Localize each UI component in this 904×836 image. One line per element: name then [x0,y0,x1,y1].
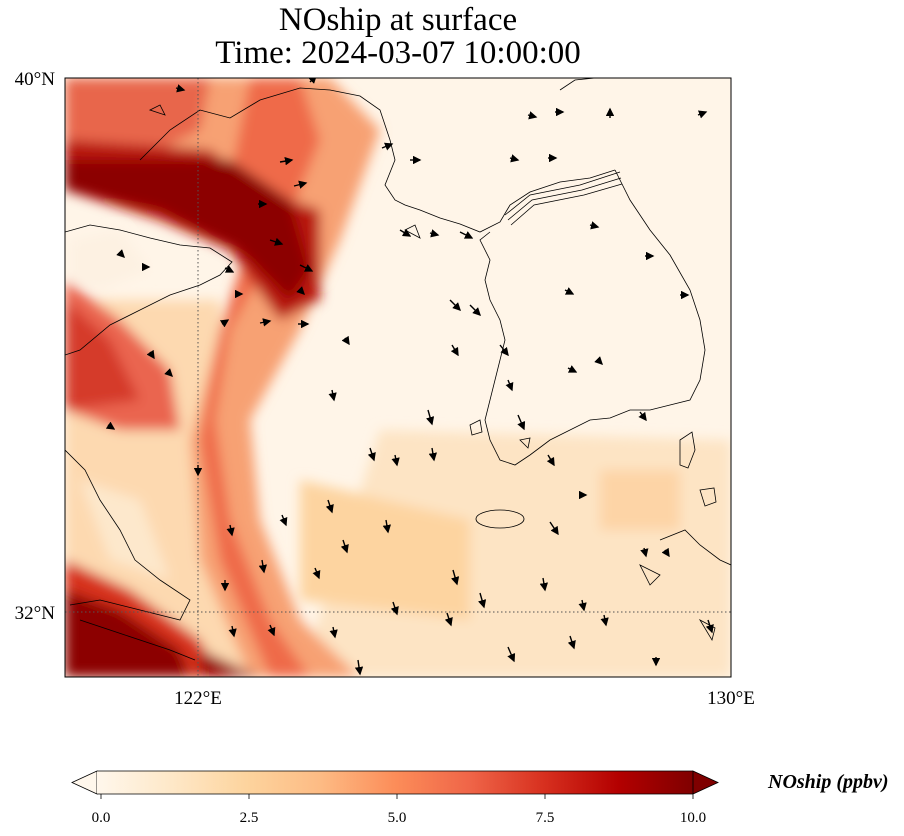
wind-vector-arrow [299,264,314,272]
wind-vector-arrow [226,524,235,537]
wind-vector-arrow [269,237,284,246]
wind-vector-arrow [328,389,337,402]
wind-vector-arrow [600,614,609,627]
colorbar-label: NOship (ppbv) [768,771,889,793]
concentration-field [65,78,731,677]
lat-label-40: 40°N [15,69,56,90]
wind-vector-arrow [228,625,237,638]
wind-vector-arrow [296,286,305,295]
wind-vector-arrow [567,365,578,373]
wind-vector-arrow [279,157,294,166]
map-frame [64,77,732,678]
wind-vector-arrow [224,265,235,273]
wind-vector-arrow [661,547,670,558]
lat-label-32: 32°N [15,603,56,624]
wind-vector-arrow [638,411,647,422]
wind-vector-arrow [308,78,317,84]
wind-vector-arrow [426,409,435,426]
wind-vector-arrow [354,659,364,676]
wind-vector-arrow [517,414,526,431]
colorbar-min-extend [71,770,98,795]
wind-vector-arrow [478,592,487,609]
title-line-2: Time: 2024-03-07 10:00:00 [215,35,581,71]
wind-vector-arrow [279,514,288,527]
axis-labels: 40°N 32°N 122°E 130°E [15,69,755,709]
colorbar-tick-labels: 0.0 2.5 5.0 7.5 10.0 [92,810,707,826]
colorbar-tick-3: 7.5 [536,810,555,826]
wind-vector-arrow [527,111,538,120]
wind-vector-arrow [146,349,155,360]
wind-vector-arrow [578,599,587,612]
wind-vector-arrow [391,454,400,467]
wind-vector-arrow [444,612,453,627]
wind-vector-arrow [390,601,399,616]
wind-vector-arrow [164,368,173,377]
wind-vector-arrow [567,635,576,650]
colorbar-tick-1: 2.5 [240,810,259,826]
wind-vector-arrow [564,287,575,295]
wind-vector-arrow [105,421,116,430]
wind-vector-arrow [449,299,461,311]
wind-vector-arrow [258,559,267,574]
wind-vector-arrow [175,84,186,93]
colorbar-ticks [100,794,694,799]
wind-vector-arrow [382,519,391,534]
wind-vectors [105,78,714,676]
colorbar-tick-0: 0.0 [92,810,111,826]
lon-label-130: 130°E [707,688,755,709]
wind-vector-arrow [499,344,509,357]
wind-vector-arrow [381,142,394,151]
wind-vector-arrow [509,154,520,163]
wind-vector-arrow [399,228,412,237]
wind-vector-arrow [329,626,338,639]
wind-vector-arrow [367,447,376,462]
wind-vector-arrow [697,110,708,119]
wind-vector-arrow [428,447,437,462]
wind-vector-arrow [469,304,481,316]
colorbar-tick-2: 5.0 [388,810,407,826]
colorbar-gradient [97,771,693,794]
wind-vector-arrow [705,619,714,634]
wind-vector-arrow [640,547,649,558]
wind-vector-arrow [267,624,276,637]
wind-vector-arrow [450,344,459,357]
wind-vector-arrow [293,180,308,189]
wind-vector-arrow [539,577,548,592]
wind-vector-arrow [546,454,555,467]
map-area [65,78,731,677]
wind-vector-arrow [594,356,603,365]
wind-vector-arrow [325,499,334,514]
colorbar-max-extend [692,770,719,795]
wind-vector-arrow [451,569,460,586]
lon-label-122: 122°E [174,688,222,709]
wind-vector-arrow [459,231,474,239]
wind-vector-arrow [259,318,272,327]
wind-vector-arrow [549,521,559,536]
wind-vector-arrow [505,379,514,392]
wind-vector-arrow [589,221,600,230]
colorbar-tick-4: 10.0 [680,810,706,826]
wind-vector-arrow [219,319,230,328]
wind-vector-arrow [116,249,125,258]
wind-vector-arrow [340,539,349,554]
wind-vector-arrow [429,229,440,238]
wind-vector-arrow [341,335,350,346]
title-line-1: NOship at surface [278,2,518,38]
map-title: NOship at surface Time: 2024-03-07 10:00… [0,4,796,70]
wind-vector-arrow [312,567,321,580]
colorbar: 0.0 2.5 5.0 7.5 10.0 [71,770,719,826]
wind-vector-arrow [507,646,516,663]
